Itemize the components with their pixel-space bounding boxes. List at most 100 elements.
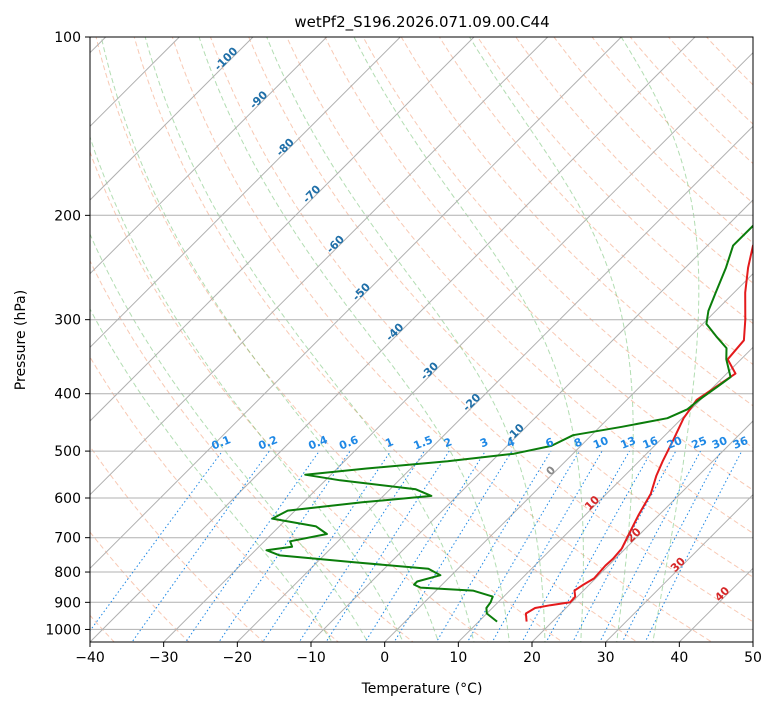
temperature-profile xyxy=(524,243,753,622)
mixing-ratio-line xyxy=(393,450,513,642)
y-tick-label: 500 xyxy=(54,444,81,460)
mixing-ratio-label: 0.6 xyxy=(337,433,360,452)
y-tick-label: 400 xyxy=(54,387,81,403)
isotherm-label: 10 xyxy=(582,493,602,513)
dry-adiabat xyxy=(90,259,414,642)
dry-adiabat xyxy=(90,445,265,642)
mixing-ratio-label: 1.5 xyxy=(412,433,435,452)
y-tick-label: 600 xyxy=(54,491,81,507)
mixing-ratio-label: 0.1 xyxy=(210,433,233,452)
isotherm-line xyxy=(90,37,622,570)
y-tick-label: 200 xyxy=(54,208,81,224)
x-axis-label: Temperature (°C) xyxy=(361,681,483,697)
mixing-ratio-line xyxy=(218,450,351,642)
x-tick-label: 50 xyxy=(744,650,762,666)
mixing-ratio-label: 0.2 xyxy=(257,433,280,452)
dry-adiabat xyxy=(400,37,753,407)
mixing-ratio-lines xyxy=(90,450,743,642)
isotherm-label: -60 xyxy=(324,232,347,255)
dry-adiabat xyxy=(248,37,753,578)
mixing-ratio-line xyxy=(435,450,552,642)
isotherm-label: 20 xyxy=(624,525,644,545)
dry-adiabat xyxy=(133,37,638,642)
mixing-ratio-line xyxy=(621,450,722,642)
mixing-ratio-line xyxy=(599,450,701,642)
mixing-ratio-label: 30 xyxy=(710,434,729,452)
y-tick-label: 700 xyxy=(54,531,81,547)
isotherm-label: -50 xyxy=(350,280,373,303)
dry-adiabat xyxy=(667,37,753,125)
isotherm-line xyxy=(605,493,753,642)
dry-adiabat xyxy=(90,150,489,642)
x-tick-label: 30 xyxy=(597,650,615,666)
y-axis-label: Pressure (hPa) xyxy=(13,290,29,390)
mixing-ratio-line xyxy=(325,450,450,642)
isotherm-line xyxy=(457,346,753,642)
mixing-ratio-label: 36 xyxy=(731,434,750,452)
dry-adiabat xyxy=(362,37,753,449)
moist-adiabat xyxy=(90,308,333,642)
isotherm-line xyxy=(90,37,254,201)
axes: −40 −30 −20 −10 0 10 20 30 40 50 1000 900 800 700 600 5… xyxy=(45,30,762,666)
isotherm-label: -90 xyxy=(247,88,270,111)
dry-adiabat xyxy=(705,37,753,86)
dry-adiabat xyxy=(591,37,753,204)
y-tick-label: 300 xyxy=(54,313,81,329)
dry-adiabat xyxy=(477,37,753,325)
isotherm-line xyxy=(384,272,753,642)
isotherm-label: -70 xyxy=(300,182,323,205)
moist-adiabat xyxy=(266,37,546,642)
mixing-ratio-label: 1 xyxy=(383,435,395,450)
isotherm-line xyxy=(90,37,475,422)
grid xyxy=(90,37,753,642)
isotherm-line xyxy=(163,51,753,642)
dry-adiabat xyxy=(553,37,753,244)
x-tick-label: −10 xyxy=(296,650,326,666)
mixing-ratio-label: 2 xyxy=(442,435,454,450)
moist-adiabat xyxy=(353,37,584,642)
y-tick-label: 900 xyxy=(54,595,81,611)
y-tick-label: 100 xyxy=(54,30,81,46)
mixing-ratio-label: 20 xyxy=(665,434,684,452)
mixing-ratio-line xyxy=(298,450,425,642)
x-tick-label: 20 xyxy=(523,650,541,666)
mixing-ratio-label: 10 xyxy=(591,434,610,452)
isotherm-line xyxy=(531,420,753,642)
mixing-ratio-label: 25 xyxy=(690,434,709,452)
mixing-ratio-line xyxy=(491,450,603,642)
plot-frame xyxy=(89,36,754,643)
moist-adiabat xyxy=(90,232,369,642)
mixing-ratio-label: 13 xyxy=(619,434,638,452)
moist-adiabat xyxy=(620,37,700,642)
x-tick-label: −30 xyxy=(149,650,179,666)
isotherm-line xyxy=(90,37,328,275)
isotherm-line xyxy=(236,125,753,642)
isotherm-label: 40 xyxy=(712,584,732,604)
mixing-ratio-line xyxy=(644,450,743,642)
x-tick-label: −40 xyxy=(75,650,105,666)
moist-adiabat xyxy=(144,37,475,642)
mixing-ratio-line xyxy=(131,450,270,642)
isotherm-line xyxy=(90,37,696,642)
x-tick-label: 10 xyxy=(449,650,467,666)
isotherm-line xyxy=(310,199,753,642)
dewpoint-profile xyxy=(265,224,753,623)
dry-adiabat xyxy=(629,37,753,165)
x-tick-label: −20 xyxy=(223,650,253,666)
y-tick-label: 1000 xyxy=(45,622,81,638)
isotherm-line xyxy=(678,567,753,642)
isotherm-label: -80 xyxy=(274,135,297,158)
mixing-ratio-line xyxy=(466,450,580,642)
profiles xyxy=(265,224,753,623)
mixing-ratio-line xyxy=(185,450,320,642)
x-tick-label: 0 xyxy=(380,650,389,666)
isotherm-label: -30 xyxy=(418,359,441,382)
dry-adiabat xyxy=(95,37,564,642)
y-tick-label: 800 xyxy=(54,565,81,581)
isotherm-line xyxy=(752,641,753,642)
isotherm-line xyxy=(90,37,549,496)
isotherm-label: -100 xyxy=(212,44,241,73)
mixing-ratio-line xyxy=(545,450,653,642)
isotherm-labels: 0.1 0.2 0.4 0.6 1 1.5 2 3 4 6 8 10 13 16 20 25 30 36-100-… xyxy=(210,44,751,604)
dry-adiabat xyxy=(209,37,753,623)
